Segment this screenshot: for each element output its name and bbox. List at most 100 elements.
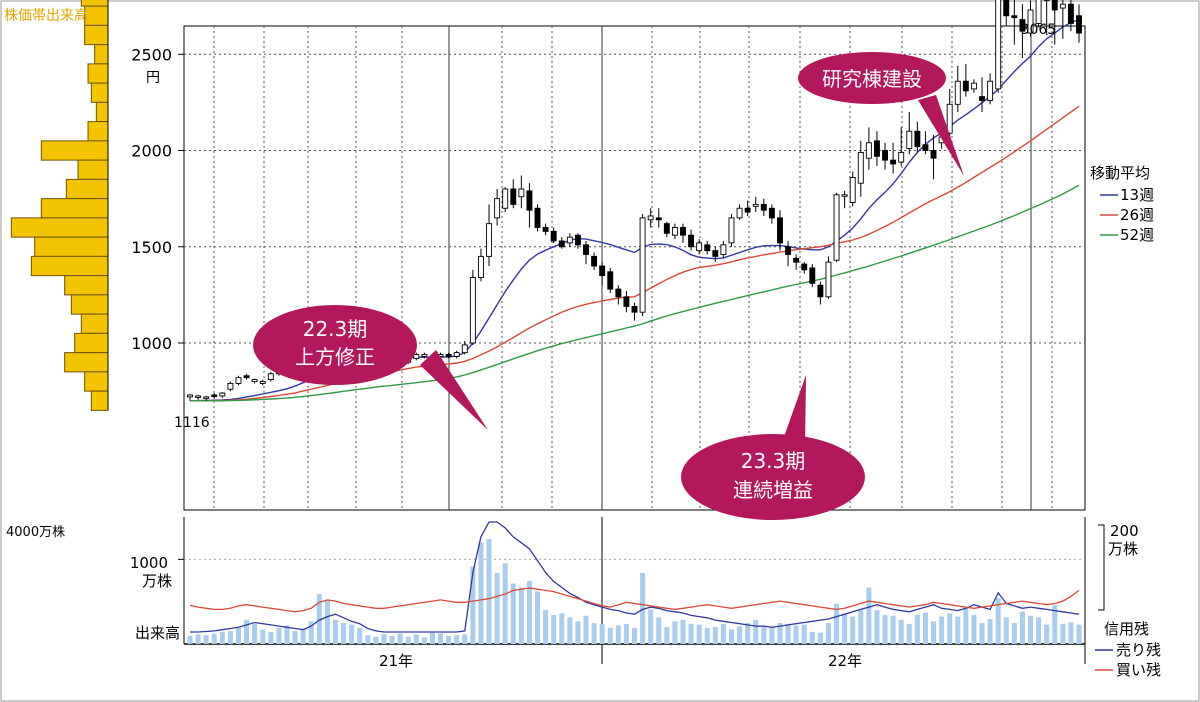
candle-body <box>946 103 953 134</box>
volume-profile-bar <box>90 390 109 411</box>
volume-bar <box>413 634 419 644</box>
volume-bar <box>728 629 734 644</box>
volume-bar <box>631 627 638 644</box>
volume-bar <box>688 623 694 644</box>
volume-profile-bar <box>90 82 109 103</box>
volume-profile-bar <box>40 140 109 161</box>
candle-body <box>865 142 872 159</box>
candle-body <box>890 159 897 165</box>
volume-profile-bar <box>64 352 109 373</box>
candle-body <box>736 207 743 219</box>
candle-body <box>962 80 969 92</box>
volume-bar <box>187 635 193 644</box>
volume-profile-bar <box>84 5 109 26</box>
candle-body <box>696 242 703 252</box>
volume-bar <box>648 609 654 644</box>
volume-bar <box>947 613 953 644</box>
volume-bar <box>478 542 484 644</box>
volume-bar <box>389 635 395 644</box>
callout-revision-bubble <box>253 305 417 385</box>
candle-body <box>518 188 525 198</box>
candle-body <box>979 96 985 101</box>
volume-profile-bar <box>34 236 109 257</box>
volume-bar <box>357 627 363 644</box>
volume-bar <box>260 629 266 644</box>
volume-bar <box>421 637 427 644</box>
volume-bar <box>599 623 605 644</box>
legend-item-26: 26週 <box>1120 206 1154 224</box>
volume-bar <box>769 627 775 644</box>
candle-body <box>259 381 266 384</box>
candle-body <box>534 207 541 228</box>
candle-body <box>663 223 670 234</box>
callout-revision: 22.3期 上方修正 <box>253 305 488 430</box>
volume-bar <box>429 632 435 644</box>
margin-legend-sell: 売り残 <box>1116 641 1161 659</box>
candle-body <box>574 234 581 246</box>
candle-body <box>615 288 622 298</box>
margin-legend-buy: 買い残 <box>1116 661 1161 679</box>
volume-bar <box>874 610 880 644</box>
candle-body <box>267 373 274 381</box>
volume-profile-bar <box>77 159 109 180</box>
volume-profile-bar <box>74 332 109 354</box>
callout-building: 研究棟建設 <box>798 52 964 176</box>
volume-profile-bar <box>40 198 109 219</box>
price-tick-label: 2000 <box>131 142 172 161</box>
x-label-21: 21年 <box>379 652 413 670</box>
volume-bar <box>244 619 250 644</box>
candle-body <box>453 352 460 357</box>
volume-tick-unit: 万株 <box>142 572 172 590</box>
volume-bar <box>777 623 783 644</box>
candle-body <box>744 207 751 213</box>
volume-bar <box>518 587 524 644</box>
volume-profile-bar <box>10 217 109 238</box>
candle-body <box>591 255 598 267</box>
candle-body <box>195 395 202 398</box>
candle-body <box>639 217 646 313</box>
volume-bar <box>462 634 468 644</box>
volume-bar <box>1003 617 1009 644</box>
volume-profile-bar <box>87 121 109 142</box>
candle-body <box>558 240 565 248</box>
callout-revision-pointer <box>420 350 488 430</box>
volume-bar <box>801 624 807 644</box>
candle-body <box>1003 0 1010 17</box>
volume-bar <box>1044 624 1050 644</box>
candle-body <box>930 150 937 159</box>
candle-body <box>550 230 557 242</box>
candle-body <box>502 188 509 209</box>
volume-bars <box>187 539 1082 644</box>
volume-bar <box>373 636 379 644</box>
margin-scale-bracket <box>1098 524 1105 611</box>
candle-body <box>461 344 468 354</box>
candle-body <box>898 151 905 163</box>
volume-bar <box>979 623 985 644</box>
volume-bar <box>704 627 710 644</box>
volume-bar <box>268 631 274 644</box>
candle-body <box>235 377 242 384</box>
volume-bar <box>922 612 928 644</box>
volume-bar <box>971 614 977 644</box>
candle-body <box>680 227 686 236</box>
volume-bar <box>349 624 355 644</box>
candle-body <box>954 80 961 105</box>
candle-body <box>227 382 234 390</box>
volume-bar <box>300 628 306 644</box>
volume-bar <box>494 573 500 644</box>
volume-bar <box>470 566 476 644</box>
candle-body <box>445 354 452 357</box>
candle-body <box>768 207 775 219</box>
moving-average-52週 <box>190 184 1080 402</box>
candle-body <box>882 150 888 161</box>
volume-bar <box>486 539 492 644</box>
volume-bar <box>906 623 912 644</box>
volume-bar <box>955 616 961 644</box>
volume-bar <box>931 621 937 644</box>
callout-building-pointer <box>918 95 964 176</box>
volume-bar <box>1011 623 1017 644</box>
volume-bar <box>365 635 371 644</box>
volume-bar <box>219 631 225 644</box>
